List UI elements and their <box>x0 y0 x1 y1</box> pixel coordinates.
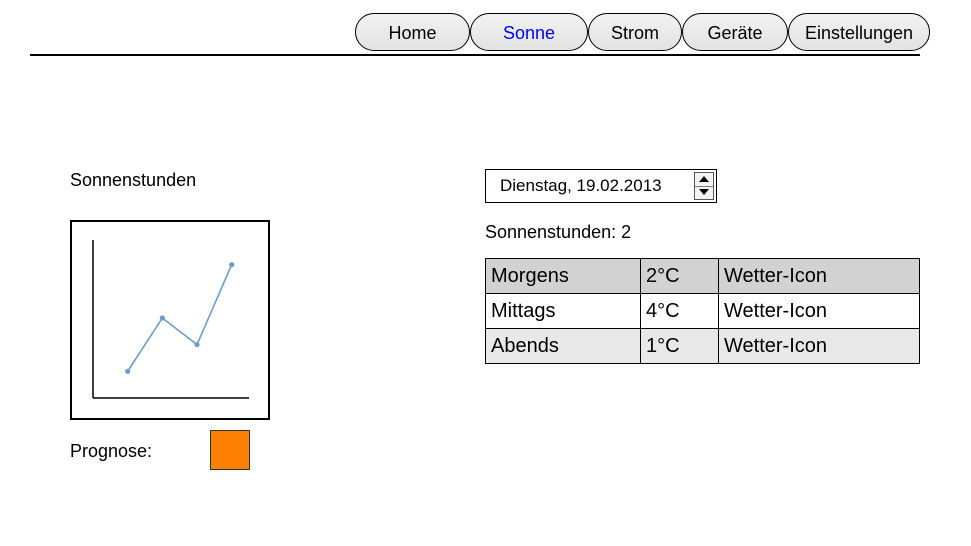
sunhours-heading: Sonnenstunden <box>70 170 197 190</box>
temperature-cell: 4°C <box>640 293 719 329</box>
date-up-arrow-icon[interactable] <box>695 173 713 187</box>
chart-data-point <box>125 368 131 374</box>
chart-data-point <box>194 342 200 348</box>
weather-icon-cell: Wetter-Icon <box>718 258 920 294</box>
date-value: Dienstag, 19.02.2013 <box>500 176 662 195</box>
chart-data-point <box>229 262 235 268</box>
chart-series-line <box>126 264 233 372</box>
nav-divider <box>30 54 920 56</box>
sunhours-value: Sonnenstunden: 2 <box>485 222 632 242</box>
temperature-cell: 1°C <box>640 328 719 364</box>
table-row: Morgens 2°C Wetter-Icon <box>485 258 920 294</box>
tab-home[interactable]: Home <box>355 13 470 51</box>
period-cell: Morgens <box>485 258 641 294</box>
tab-sonne[interactable]: Sonne <box>470 13 588 51</box>
prognose-label: Prognose: <box>70 441 153 461</box>
prognose-color-swatch <box>210 430 250 470</box>
date-down-arrow-icon[interactable] <box>695 186 713 199</box>
sunhours-chart-svg <box>92 240 249 399</box>
period-cell: Mittags <box>485 293 641 329</box>
tab-geraete[interactable]: Geräte <box>682 13 788 51</box>
tab-einstellungen[interactable]: Einstellungen <box>788 13 930 51</box>
weather-icon-cell: Wetter-Icon <box>718 293 920 329</box>
chart-data-point <box>159 315 165 321</box>
weather-table: Morgens 2°C Wetter-Icon Mittags 4°C Wett… <box>485 258 920 364</box>
date-picker[interactable]: Dienstag, 19.02.2013 <box>485 169 717 203</box>
date-spinner <box>694 172 714 200</box>
tab-strom[interactable]: Strom <box>588 13 682 51</box>
temperature-cell: 2°C <box>640 258 719 294</box>
weather-icon-cell: Wetter-Icon <box>718 328 920 364</box>
table-row: Mittags 4°C Wetter-Icon <box>485 293 920 329</box>
table-row: Abends 1°C Wetter-Icon <box>485 328 920 364</box>
period-cell: Abends <box>485 328 641 364</box>
sunhours-chart <box>70 220 270 420</box>
